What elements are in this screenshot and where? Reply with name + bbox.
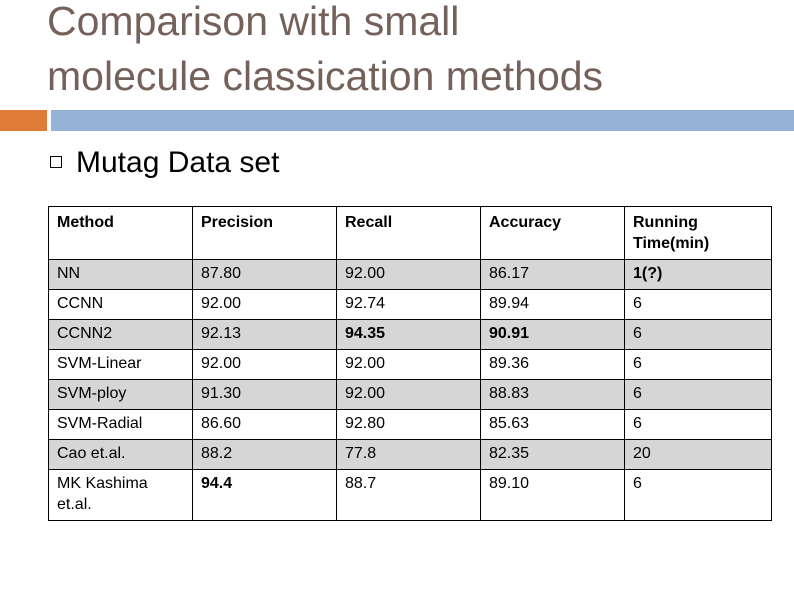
cell-recall: 92.74 xyxy=(336,289,481,320)
header-accuracy: Accuracy xyxy=(480,206,625,260)
cell-method: NN xyxy=(48,259,193,290)
cell-precision: 87.80 xyxy=(192,259,337,290)
cell-running-time: 6 xyxy=(624,379,772,410)
cell-accuracy: 89.36 xyxy=(480,349,625,380)
cell-method: MK Kashima et.al. xyxy=(48,469,193,521)
cell-method: Cao et.al. xyxy=(48,439,193,470)
accent-bar-blue xyxy=(51,110,794,131)
table-row: SVM-Radial 86.60 92.80 85.63 6 xyxy=(48,409,772,440)
slide-title: Comparison with small molecule classicat… xyxy=(47,0,604,99)
cell-precision: 86.60 xyxy=(192,409,337,440)
header-method: Method xyxy=(48,206,193,260)
cell-accuracy: 85.63 xyxy=(480,409,625,440)
cell-recall: 92.00 xyxy=(336,349,481,380)
cell-accuracy: 86.17 xyxy=(480,259,625,290)
cell-precision: 92.13 xyxy=(192,319,337,350)
cell-running-time: 6 xyxy=(624,409,772,440)
cell-accuracy: 89.10 xyxy=(480,469,625,521)
cell-accuracy: 90.91 xyxy=(480,319,625,350)
cell-method: CCNN xyxy=(48,289,193,320)
table-row: SVM-ploy 91.30 92.00 88.83 6 xyxy=(48,379,772,410)
cell-running-time: 6 xyxy=(624,469,772,521)
cell-accuracy: 88.83 xyxy=(480,379,625,410)
table-row: SVM-Linear 92.00 92.00 89.36 6 xyxy=(48,349,772,380)
cell-recall: 94.35 xyxy=(336,319,481,350)
cell-accuracy: 89.94 xyxy=(480,289,625,320)
results-table: Method Precision Recall Accuracy Running… xyxy=(48,206,772,521)
cell-precision: 92.00 xyxy=(192,289,337,320)
cell-recall: 92.00 xyxy=(336,259,481,290)
table-row: MK Kashima et.al. 94.4 88.7 89.10 6 xyxy=(48,469,772,521)
header-running-time: Running Time(min) xyxy=(624,206,772,260)
cell-recall: 92.00 xyxy=(336,379,481,410)
cell-method: SVM-ploy xyxy=(48,379,193,410)
cell-running-time: 1(?) xyxy=(624,259,772,290)
cell-running-time: 6 xyxy=(624,349,772,380)
bullet-text: Mutag Data set xyxy=(76,146,280,179)
table-row: CCNN 92.00 92.74 89.94 6 xyxy=(48,289,772,320)
square-bullet-icon xyxy=(50,156,62,168)
cell-precision: 91.30 xyxy=(192,379,337,410)
table-row: CCNN2 92.13 94.35 90.91 6 xyxy=(48,319,772,350)
cell-method: SVM-Radial xyxy=(48,409,193,440)
table-header-row: Method Precision Recall Accuracy Running… xyxy=(48,206,772,260)
cell-method: CCNN2 xyxy=(48,319,193,350)
accent-bar-orange xyxy=(0,110,47,131)
cell-accuracy: 82.35 xyxy=(480,439,625,470)
cell-running-time: 20 xyxy=(624,439,772,470)
cell-running-time: 6 xyxy=(624,319,772,350)
table-row: NN 87.80 92.00 86.17 1(?) xyxy=(48,259,772,290)
header-precision: Precision xyxy=(192,206,337,260)
cell-recall: 92.80 xyxy=(336,409,481,440)
cell-recall: 77.8 xyxy=(336,439,481,470)
header-recall: Recall xyxy=(336,206,481,260)
cell-precision: 94.4 xyxy=(192,469,337,521)
cell-precision: 92.00 xyxy=(192,349,337,380)
cell-running-time: 6 xyxy=(624,289,772,320)
table-row: Cao et.al. 88.2 77.8 82.35 20 xyxy=(48,439,772,470)
cell-precision: 88.2 xyxy=(192,439,337,470)
cell-recall: 88.7 xyxy=(336,469,481,521)
cell-method: SVM-Linear xyxy=(48,349,193,380)
